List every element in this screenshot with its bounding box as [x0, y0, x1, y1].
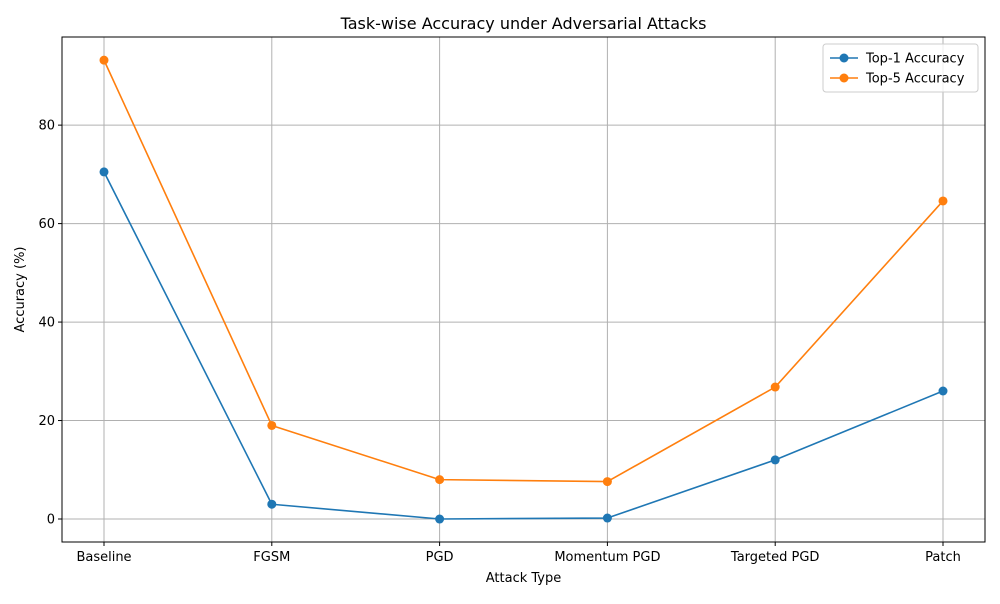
- data-point: [435, 475, 445, 485]
- data-point: [99, 167, 109, 177]
- series-line: [103, 171, 944, 520]
- y-axis-label: Accuracy (%): [13, 247, 28, 333]
- y-axis-ticks: 0 20 40 60 80: [38, 119, 62, 528]
- x-axis-ticks: Baseline FGSM PGD Momentum PGD Targeted PGD P…: [76, 542, 961, 565]
- data-point: [770, 455, 780, 465]
- data-point: [267, 499, 277, 509]
- data-point: [938, 196, 948, 206]
- series-layer: [99, 55, 948, 524]
- plot-area-frame: [61, 36, 986, 543]
- data-point: [602, 477, 612, 487]
- x-axis-label: Attack Type: [486, 571, 562, 586]
- y-tick-label: 60: [38, 217, 55, 232]
- data-point: [99, 55, 109, 65]
- series-1: [99, 167, 948, 524]
- series-line: [103, 59, 944, 483]
- x-tick-label: Patch: [925, 550, 961, 565]
- data-point: [602, 513, 612, 523]
- grid: [62, 37, 985, 542]
- data-point: [435, 514, 445, 524]
- legend-label: Top-5 Accuracy: [865, 72, 965, 87]
- data-point: [938, 386, 948, 396]
- legend-item: Top-1 Accuracy: [830, 52, 965, 67]
- y-tick-label: 40: [38, 316, 55, 331]
- data-point: [770, 382, 780, 392]
- legend-label: Top-1 Accuracy: [865, 52, 965, 67]
- legend-item: Top-5 Accuracy: [830, 72, 965, 87]
- x-tick-label: PGD: [426, 550, 454, 565]
- chart-title: Task-wise Accuracy under Adversarial Att…: [340, 14, 707, 33]
- legend-box: [822, 43, 979, 93]
- x-tick-label: Targeted PGD: [730, 550, 820, 565]
- legend: Top-1 Accuracy Top-5 Accuracy: [822, 43, 979, 93]
- y-tick-label: 0: [47, 513, 55, 528]
- x-tick-label: FGSM: [253, 550, 290, 565]
- y-tick-label: 80: [38, 119, 55, 134]
- x-tick-label: Momentum PGD: [554, 550, 660, 565]
- x-tick-label: Baseline: [76, 550, 131, 565]
- legend-marker: [839, 73, 849, 83]
- y-tick-label: 20: [38, 414, 55, 429]
- series-2: [99, 55, 948, 487]
- legend-marker: [839, 53, 849, 63]
- data-point: [267, 420, 277, 430]
